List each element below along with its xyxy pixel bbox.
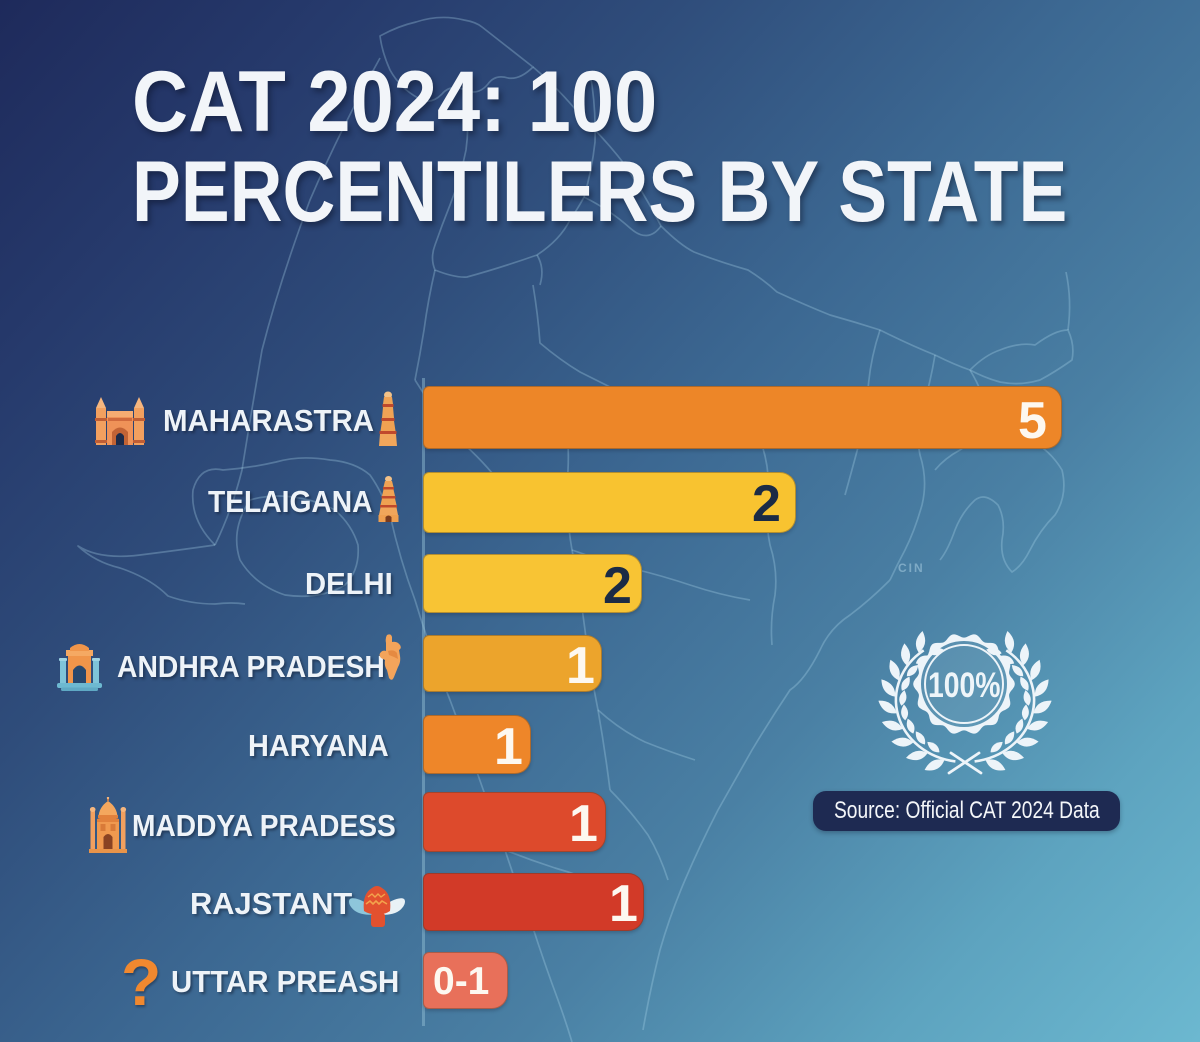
svg-text:CIN: CIN: [898, 561, 925, 575]
